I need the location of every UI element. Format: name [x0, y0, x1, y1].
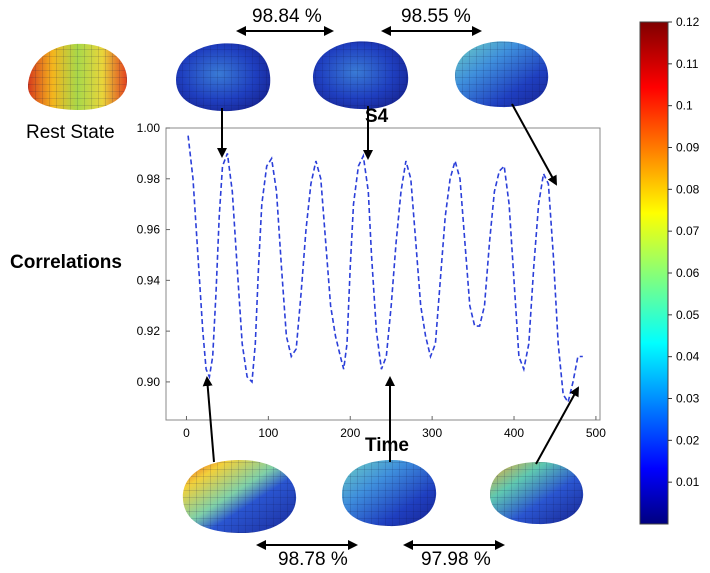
colorbar-tick-label: 0.09 — [676, 141, 700, 155]
colorbar-tick-label: 0.03 — [676, 392, 700, 406]
similarity-top-2: 98.55 % — [401, 6, 471, 27]
similarity-top-1: 98.84 % — [252, 6, 322, 27]
colorbar-tick-label: 0.05 — [676, 308, 700, 322]
x-tick-label: 200 — [340, 426, 360, 440]
rest-state-label: Rest State — [26, 122, 115, 143]
x-tick-label: 0 — [183, 426, 190, 440]
series-group — [187, 135, 583, 405]
brain-bottom-2 — [342, 460, 437, 527]
colorbar-tick-label: 0.1 — [676, 99, 693, 113]
colorbar-ticks: 0.12 0.11 0.1 0.09 0.08 0.07 0.06 0.05 0.04 0.03 0… — [668, 15, 700, 489]
plot-frame — [165, 127, 601, 421]
y-axis-label: Correlations — [10, 252, 122, 273]
y-tick-label: 0.92 — [137, 324, 161, 338]
colorbar-tick-label: 0.06 — [676, 266, 700, 280]
pointer-arrow-top-3 — [511, 103, 557, 186]
y-tick-label: 1.00 — [137, 121, 161, 135]
similarity-bottom-1: 98.78 % — [278, 549, 348, 570]
series-line — [187, 135, 583, 405]
brain-top-2 — [313, 41, 409, 110]
colorbar-tick-label: 0.11 — [676, 57, 699, 71]
y-tick-label: 0.94 — [137, 273, 161, 287]
y-tick-label: 0.90 — [137, 375, 161, 389]
similarity-bottom-2: 97.98 % — [421, 549, 491, 570]
axis-ticks: 0 100 200 300 400 500 0.90 0.92 0.94 0.96 0.98 1.00 — [137, 121, 607, 440]
x-tick-label: 300 — [422, 426, 442, 440]
brain-bottom-1 — [182, 460, 297, 534]
y-tick-label: 0.98 — [137, 172, 161, 186]
colorbar-tick-label: 0.02 — [676, 433, 700, 447]
colorbar-tick-label: 0.01 — [676, 475, 700, 489]
pointer-arrow-bottom-3 — [535, 386, 579, 465]
brain-top-1 — [176, 43, 271, 112]
x-tick-label: 400 — [504, 426, 524, 440]
colorbar-tick-label: 0.08 — [676, 182, 700, 196]
colorbar-tick-label: 0.07 — [676, 224, 700, 238]
chart-title: S4 — [365, 106, 389, 127]
x-axis-label: Time — [365, 435, 410, 456]
brain-bottom-3 — [490, 462, 584, 525]
x-tick-label: 500 — [586, 426, 606, 440]
colorbar-tick-label: 0.12 — [676, 15, 700, 29]
x-tick-label: 100 — [258, 426, 278, 440]
brain-top-3 — [455, 41, 549, 108]
pointer-arrow-bottom-1 — [202, 376, 215, 463]
colorbar — [639, 21, 669, 525]
colorbar-tick-label: 0.04 — [676, 350, 700, 364]
y-tick-label: 0.96 — [137, 223, 161, 237]
brain-rest-state — [27, 43, 128, 111]
